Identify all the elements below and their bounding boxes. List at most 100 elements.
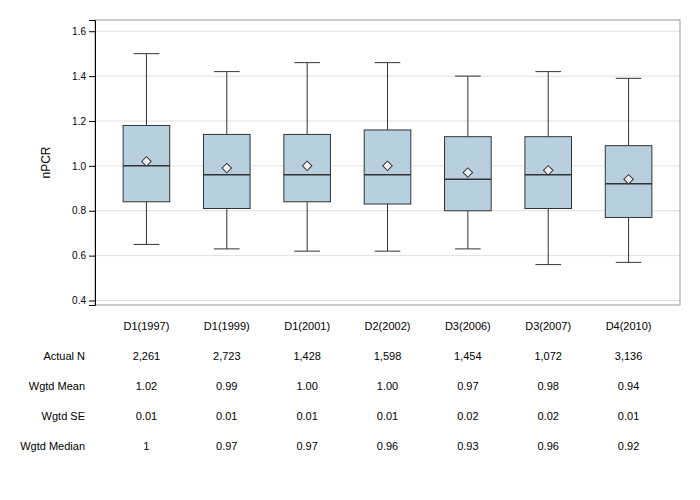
table-cell: 0.01 — [216, 410, 237, 422]
table-cell: 0.01 — [618, 410, 639, 422]
box-group — [605, 78, 652, 262]
table-cell: 3,136 — [615, 350, 643, 362]
mean-marker — [222, 163, 231, 172]
tick: 1.2 — [72, 116, 95, 127]
tick: 0.6 — [72, 250, 95, 261]
box-group — [123, 54, 170, 245]
table-cell: 2,261 — [133, 350, 161, 362]
table-cell: 0.01 — [296, 410, 317, 422]
box-group — [525, 72, 572, 265]
whisker-cap — [535, 71, 561, 72]
tick-mark — [89, 166, 95, 167]
whisker-cap — [375, 62, 401, 63]
table-cell: 0.93 — [457, 440, 478, 452]
tick: 1.0 — [72, 161, 95, 172]
whisker-cap — [375, 251, 401, 252]
plot-frame — [95, 20, 680, 305]
median — [284, 174, 331, 176]
grid-line — [95, 255, 680, 256]
whisker — [387, 204, 388, 251]
mean-marker — [543, 166, 552, 175]
tick-label: 0.4 — [72, 295, 86, 306]
tick-label: 1.2 — [72, 116, 86, 127]
tick-label: 1.4 — [72, 71, 86, 82]
whisker-cap — [455, 76, 481, 77]
mean-marker — [383, 161, 392, 170]
mean-marker — [624, 175, 633, 184]
box — [605, 146, 652, 218]
table-cell: 0.02 — [538, 410, 559, 422]
whisker — [387, 63, 388, 130]
tick: 0.8 — [72, 205, 95, 216]
whisker — [548, 209, 549, 265]
tick: 0.4 — [72, 295, 95, 306]
table-cell: 0.94 — [618, 380, 639, 392]
table-cell: 0.01 — [136, 410, 157, 422]
whisker — [226, 209, 227, 249]
tick-label: 0.6 — [72, 250, 86, 261]
whisker — [467, 211, 468, 249]
grid-line — [95, 31, 680, 32]
whisker — [146, 54, 147, 126]
median — [445, 179, 492, 181]
tick: 1.4 — [72, 71, 95, 82]
whisker-cap — [294, 62, 320, 63]
whisker-cap — [535, 264, 561, 265]
tick: 1.6 — [72, 26, 95, 37]
whisker-cap — [134, 244, 160, 245]
tick-mark — [89, 211, 95, 212]
box-group — [284, 63, 331, 252]
whisker-cap — [134, 53, 160, 54]
whisker — [307, 63, 308, 135]
table-cell: 1 — [143, 440, 149, 452]
box — [123, 125, 170, 201]
chart: 0.40.60.81.01.21.41.6nPCRD1(1997)D1(1999… — [0, 0, 700, 500]
axis-line — [89, 21, 96, 306]
whisker — [628, 78, 629, 145]
whisker-cap — [455, 248, 481, 249]
box-group — [445, 76, 492, 249]
tick-mark — [89, 301, 95, 302]
whisker-cap — [214, 71, 240, 72]
box — [445, 137, 492, 211]
table-row-label: Actual N — [43, 350, 85, 362]
table-cell: 0.96 — [377, 440, 398, 452]
whisker-cap — [214, 248, 240, 249]
table: D1(1997)D1(1999)D1(2001)D2(2002)D3(2006)… — [20, 320, 651, 452]
table-cell: 1.02 — [136, 380, 157, 392]
tick-label: 1.6 — [72, 26, 86, 37]
table-cell: 1,428 — [293, 350, 321, 362]
whisker — [548, 72, 549, 137]
tick-mark — [89, 76, 95, 77]
mean-marker — [302, 161, 311, 170]
box-group — [203, 72, 250, 249]
box — [203, 134, 250, 208]
median — [203, 174, 250, 176]
table-cell: 0.01 — [377, 410, 398, 422]
table-cell: 0.96 — [538, 440, 559, 452]
table-header: D2(2002) — [365, 320, 411, 332]
table-cell: 0.98 — [538, 380, 559, 392]
y-axis-title: nPCR — [39, 146, 53, 178]
table-header: D1(1997) — [123, 320, 169, 332]
tick-label: 0.8 — [72, 205, 86, 216]
whisker — [628, 217, 629, 262]
box — [364, 130, 411, 204]
table-header: D3(2006) — [445, 320, 491, 332]
table-cell: 1.00 — [377, 380, 398, 392]
box — [525, 137, 572, 209]
table-header: D1(2001) — [284, 320, 330, 332]
table-cell: 1.00 — [296, 380, 317, 392]
mean-marker — [142, 157, 151, 166]
table-cell: 2,723 — [213, 350, 241, 362]
tick-label: 1.0 — [72, 161, 86, 172]
table-header: D3(2007) — [525, 320, 571, 332]
table-cell: 0.97 — [296, 440, 317, 452]
whisker — [467, 76, 468, 137]
tick-mark — [89, 121, 95, 122]
whisker-cap — [616, 262, 642, 263]
median — [364, 174, 411, 176]
whisker-cap — [294, 251, 320, 252]
grid — [95, 31, 680, 300]
table-cell: 0.99 — [216, 380, 237, 392]
